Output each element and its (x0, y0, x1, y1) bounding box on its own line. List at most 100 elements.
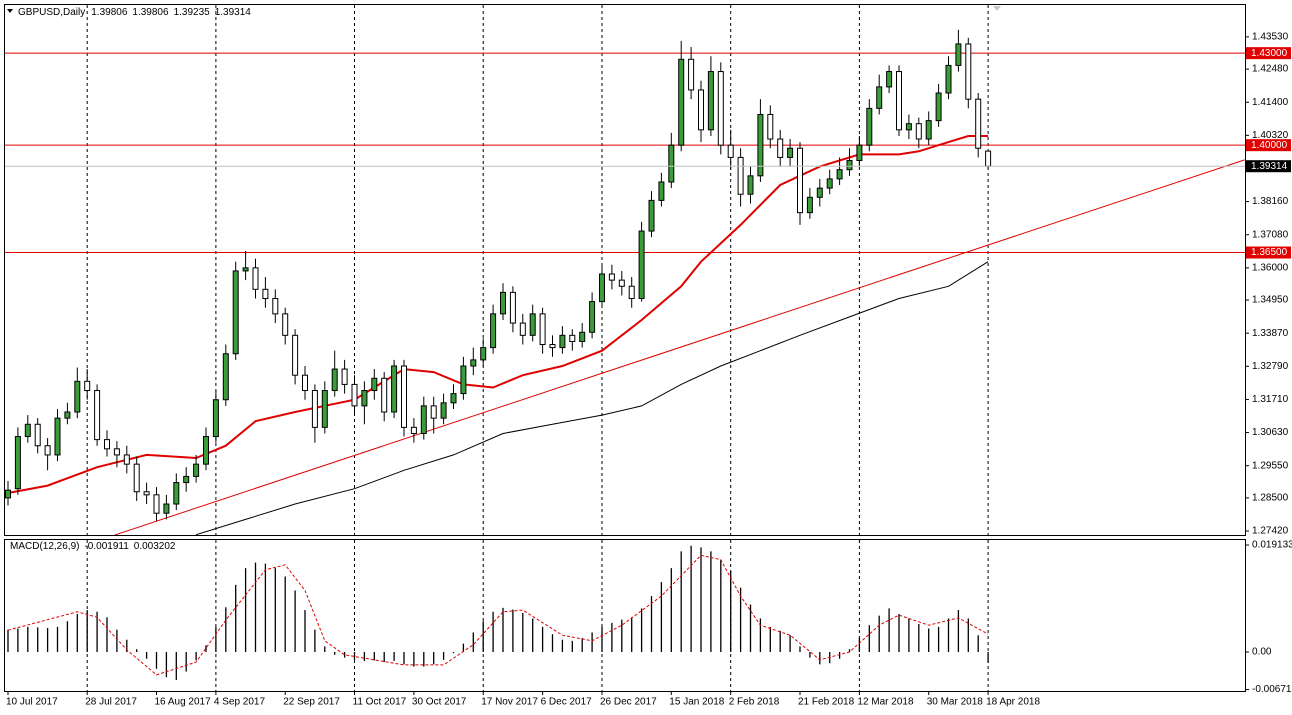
macd-y-tick-label: 0.019133 (1252, 540, 1292, 551)
price-label: 1.39314 (1251, 161, 1288, 172)
macd-layer (7, 545, 989, 680)
candle-body (717, 71, 724, 146)
x-tick-label: 15 Jan 2018 (669, 697, 724, 708)
y-tick-label: 1.40320 (1252, 130, 1289, 141)
candle-body (826, 178, 833, 189)
level-label-box (1246, 246, 1291, 259)
menu-arrow (7, 9, 13, 13)
candle-body (232, 270, 239, 355)
y-tick-label: 1.43530 (1252, 32, 1289, 43)
candle-body (5, 489, 11, 499)
candle-body (925, 120, 932, 140)
candle-body (727, 144, 734, 158)
candle-body (628, 285, 635, 300)
trendline (114, 159, 1245, 535)
candle-body (272, 298, 279, 315)
y-tick-label: 1.36000 (1252, 262, 1289, 273)
candle-body (985, 150, 992, 167)
open-value: 1.39806 (91, 7, 128, 18)
candle-body (806, 196, 813, 214)
candle-body (767, 113, 774, 140)
candle-body (242, 267, 249, 272)
candle-body (905, 123, 912, 131)
candle-body (64, 411, 71, 419)
candle-body (559, 334, 566, 349)
candle-body (193, 463, 200, 477)
candle-body (123, 454, 130, 465)
x-tick-label: 21 Feb 2018 (798, 697, 855, 708)
candle-body (856, 144, 863, 162)
x-tick-label: 30 Oct 2017 (412, 697, 467, 708)
candle-body (896, 71, 902, 131)
price-layer (5, 29, 1245, 535)
candle-body (173, 482, 180, 505)
candle-body (975, 98, 982, 149)
symbol: GBPUSD,Daily (18, 7, 85, 18)
level-label-box (1246, 139, 1291, 152)
candle-body (935, 92, 942, 122)
candle-body (282, 313, 289, 336)
moving-average (7, 135, 989, 494)
candle-body (321, 390, 328, 428)
candle-body (747, 175, 754, 195)
x-tick-label: 26 Dec 2017 (600, 697, 657, 708)
candle-body (816, 187, 823, 198)
candle-body (648, 199, 655, 232)
candle-body (589, 301, 596, 333)
candle-body (698, 89, 704, 131)
candle-body (480, 347, 487, 361)
candle-body (391, 365, 398, 413)
macd-y-tick-label: 0.00 (1252, 647, 1272, 658)
macd-title: MACD(12,26,9) (10, 541, 79, 552)
candle-body (133, 463, 140, 493)
candle-body (678, 58, 685, 146)
candle-body (569, 334, 576, 342)
candle-body (410, 426, 417, 434)
candle-body (153, 494, 160, 514)
x-tick-label: 11 Oct 2017 (353, 697, 407, 708)
candle-body (737, 156, 744, 195)
y-tick-label: 1.42480 (1252, 64, 1289, 75)
candle-body (212, 399, 219, 438)
x-tick-label: 28 Jul 2017 (85, 697, 137, 708)
candle-body (54, 417, 61, 456)
candle-body (945, 64, 952, 94)
y-tick-label: 1.32790 (1252, 361, 1289, 372)
y-tick-label: 1.37080 (1252, 229, 1289, 240)
x-tick-label: 10 Jul 2017 (6, 697, 58, 708)
level-label-box (1246, 47, 1291, 60)
candle-body (866, 107, 873, 146)
x-tick-label: 6 Dec 2017 (541, 697, 593, 708)
x-tick-label: 17 Nov 2017 (481, 697, 538, 708)
candle-body (262, 288, 269, 300)
candle-body (955, 43, 962, 66)
candle-body (143, 491, 150, 496)
low-value: 1.39235 (174, 7, 211, 18)
candle-body (252, 267, 259, 290)
x-tick-label: 22 Sep 2017 (283, 697, 340, 708)
candle-body (797, 147, 803, 214)
candle-body (787, 147, 794, 158)
candle-body (163, 503, 170, 514)
macd-frame (4, 539, 1246, 692)
candle-body (460, 365, 467, 395)
candle-body (292, 334, 299, 376)
y-tick-label: 1.28500 (1252, 493, 1289, 504)
candle-body (113, 448, 120, 456)
candle-body (371, 377, 378, 392)
candle-body (757, 113, 764, 177)
candle-body (599, 273, 605, 303)
candle-body (836, 169, 843, 180)
signal-line (7, 554, 989, 676)
main-frame (4, 4, 1246, 536)
y-tick-label: 1.38160 (1252, 196, 1289, 207)
candle-body (203, 436, 209, 465)
candle-body (222, 353, 229, 401)
candle-body (618, 279, 625, 287)
candle-body (668, 144, 675, 183)
candle-body (24, 423, 31, 438)
shift-marker (993, 6, 1001, 11)
candle-body (401, 365, 407, 428)
candle-body (777, 138, 784, 158)
